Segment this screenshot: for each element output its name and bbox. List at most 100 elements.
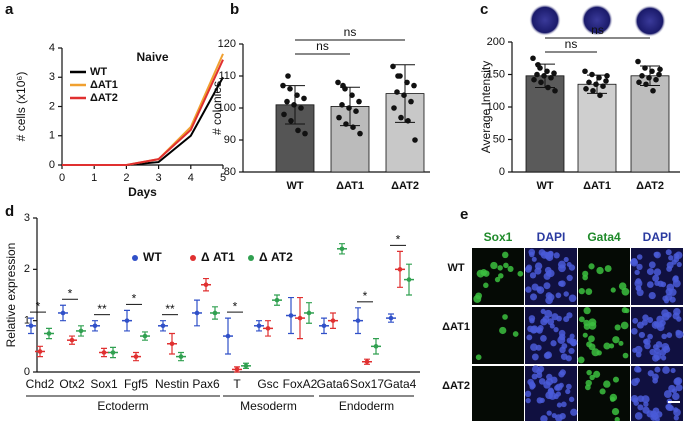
y-tick-label: 0 xyxy=(24,366,30,378)
error-bar xyxy=(340,86,360,127)
mean-dot xyxy=(101,350,107,355)
colony-image xyxy=(581,4,613,36)
cell xyxy=(672,312,680,320)
significance-label: ** xyxy=(165,302,175,316)
cell xyxy=(596,266,604,275)
cell xyxy=(546,410,552,416)
mean-dot xyxy=(330,318,336,323)
cell xyxy=(498,273,504,279)
panel-label: d xyxy=(5,203,14,220)
mean-dot xyxy=(297,315,303,321)
cell xyxy=(544,266,552,274)
x-axis-label: Days xyxy=(128,185,157,199)
cell xyxy=(632,317,639,324)
mean-dot xyxy=(234,367,240,372)
cell xyxy=(582,332,588,338)
cell xyxy=(531,353,539,361)
group-label: Mesoderm xyxy=(240,399,297,413)
cell xyxy=(540,318,548,326)
cell xyxy=(529,318,535,324)
x-tick-label: Gsc xyxy=(257,377,278,391)
legend-swatch xyxy=(190,255,196,261)
mean-dot xyxy=(60,310,66,316)
cell xyxy=(614,416,620,421)
data-point xyxy=(298,105,304,111)
error-bar xyxy=(587,74,607,94)
cell xyxy=(540,335,547,342)
cell xyxy=(614,324,621,331)
bar xyxy=(630,75,670,173)
cell xyxy=(673,377,681,386)
mean-dot xyxy=(243,363,249,369)
data-point xyxy=(642,65,648,71)
cell xyxy=(524,390,532,398)
cell xyxy=(586,341,593,348)
cell xyxy=(531,283,539,291)
data-point xyxy=(281,111,287,118)
data-point xyxy=(412,137,418,143)
mean-dot xyxy=(306,310,312,316)
cell xyxy=(538,249,546,256)
cell xyxy=(558,280,564,287)
row-label: WT xyxy=(447,262,464,274)
cell xyxy=(531,373,538,380)
data-point xyxy=(589,71,595,78)
data-point xyxy=(646,74,652,81)
x-tick-label: ΔAT2 xyxy=(391,180,419,192)
cell xyxy=(585,379,592,387)
cell xyxy=(555,414,563,421)
data-point xyxy=(404,79,410,86)
x-tick-label: Chd2 xyxy=(26,377,55,391)
cell xyxy=(507,265,514,272)
cell xyxy=(668,384,676,393)
data-point xyxy=(653,76,659,83)
group-label: Endoderm xyxy=(339,399,394,413)
cell xyxy=(636,367,642,373)
legend-label: Δ AT1 xyxy=(201,250,235,264)
cell xyxy=(673,407,679,413)
cell xyxy=(534,262,543,270)
cell xyxy=(526,334,533,341)
cell xyxy=(661,309,669,317)
cell xyxy=(660,355,667,361)
cell xyxy=(563,257,569,263)
cell xyxy=(556,402,562,408)
significance-label: ns xyxy=(316,39,329,53)
error-bar xyxy=(285,85,305,125)
x-tick-label: T xyxy=(233,377,241,391)
data-point xyxy=(643,81,649,88)
cell xyxy=(543,272,551,280)
cell xyxy=(499,326,507,335)
cell xyxy=(547,318,555,326)
cell xyxy=(648,292,656,300)
y-tick-label: 200 xyxy=(487,36,505,48)
cell xyxy=(634,269,640,276)
legend-swatch xyxy=(132,255,138,261)
cell xyxy=(568,396,575,403)
significance-label: * xyxy=(363,289,368,303)
significance-label: ns xyxy=(591,23,604,37)
cell xyxy=(659,348,667,356)
significance-label: * xyxy=(132,292,137,306)
cell xyxy=(583,307,591,315)
x-tick-label: Pax6 xyxy=(192,377,220,391)
data-point xyxy=(593,81,599,88)
y-tick-label: 50 xyxy=(493,133,505,145)
cell xyxy=(638,331,646,339)
cell xyxy=(643,338,649,345)
mean-dot xyxy=(142,333,148,339)
cell xyxy=(553,326,559,333)
x-tick-label: ΔAT1 xyxy=(336,180,364,192)
data-point xyxy=(597,92,603,99)
cell xyxy=(604,265,612,273)
cell xyxy=(630,394,639,403)
cell xyxy=(565,388,571,395)
error-bar xyxy=(395,64,415,123)
cell xyxy=(588,322,597,330)
cell xyxy=(566,274,573,282)
cell xyxy=(653,251,659,258)
data-point xyxy=(649,68,655,75)
x-tick-label: Otx2 xyxy=(59,377,85,391)
cell xyxy=(665,249,672,256)
data-point xyxy=(284,98,290,105)
